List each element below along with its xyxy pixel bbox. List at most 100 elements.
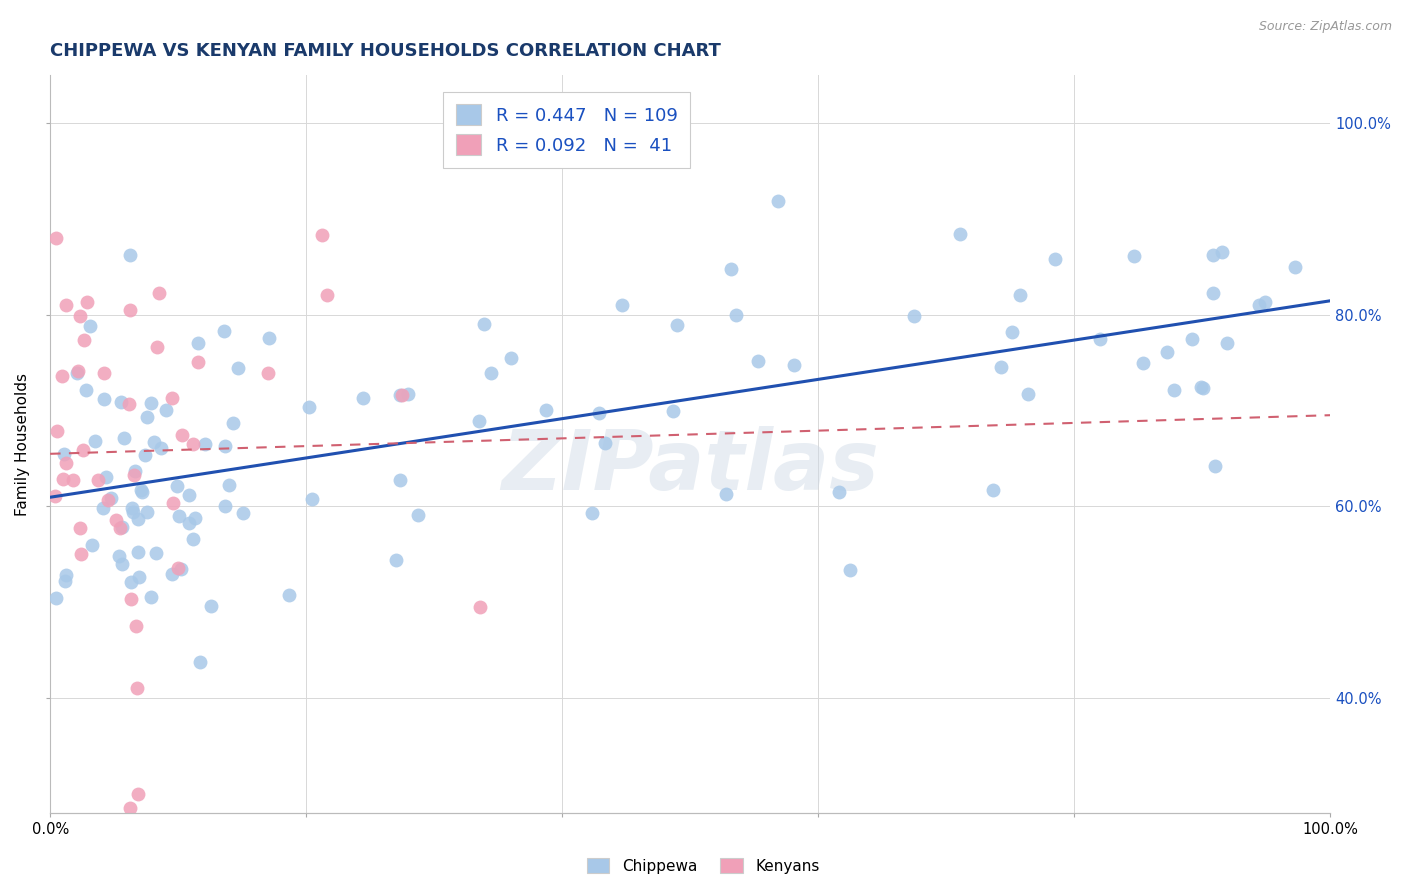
Point bbox=[278, 589, 301, 603]
Point bbox=[316, 287, 339, 301]
Point bbox=[181, 436, 204, 450]
Legend: R = 0.447   N = 109, R = 0.092   N =  41: R = 0.447 N = 109, R = 0.092 N = 41 bbox=[443, 92, 690, 168]
Point bbox=[1216, 336, 1239, 351]
Point bbox=[172, 428, 194, 442]
Point bbox=[125, 681, 148, 696]
Point bbox=[73, 334, 96, 348]
Point bbox=[1163, 383, 1185, 397]
Point bbox=[298, 400, 321, 414]
Point bbox=[162, 496, 184, 510]
Point bbox=[311, 228, 333, 243]
Point bbox=[111, 557, 134, 571]
Point bbox=[588, 406, 610, 420]
Point bbox=[76, 295, 98, 310]
Point bbox=[145, 340, 167, 354]
Point bbox=[127, 511, 149, 525]
Point bbox=[141, 590, 163, 604]
Point bbox=[1088, 332, 1111, 346]
Point bbox=[1043, 252, 1066, 266]
Point bbox=[720, 262, 742, 277]
Point bbox=[66, 366, 89, 380]
Point bbox=[108, 521, 131, 535]
Point bbox=[177, 488, 200, 502]
Point bbox=[595, 436, 617, 450]
Point bbox=[136, 410, 159, 425]
Point bbox=[93, 366, 115, 380]
Point bbox=[214, 439, 236, 453]
Point bbox=[93, 392, 115, 406]
Point bbox=[406, 508, 429, 522]
Point bbox=[51, 369, 73, 384]
Point bbox=[1211, 244, 1233, 259]
Point bbox=[188, 655, 211, 669]
Point bbox=[148, 285, 170, 300]
Point bbox=[127, 787, 149, 801]
Point bbox=[499, 351, 522, 366]
Point bbox=[221, 417, 243, 431]
Point bbox=[44, 489, 66, 503]
Point bbox=[396, 386, 419, 401]
Point bbox=[82, 538, 104, 552]
Y-axis label: Family Households: Family Households bbox=[15, 373, 30, 516]
Point bbox=[472, 317, 495, 331]
Point bbox=[581, 506, 603, 520]
Point bbox=[1284, 260, 1306, 275]
Point bbox=[1189, 379, 1212, 393]
Point bbox=[1202, 248, 1225, 262]
Point bbox=[1017, 386, 1039, 401]
Point bbox=[903, 309, 925, 323]
Point bbox=[232, 506, 254, 520]
Point bbox=[214, 499, 236, 513]
Point bbox=[1008, 287, 1031, 301]
Text: ZIPatlas: ZIPatlas bbox=[502, 425, 879, 507]
Point bbox=[162, 566, 184, 581]
Point bbox=[468, 414, 491, 428]
Point bbox=[91, 501, 114, 516]
Point bbox=[990, 360, 1012, 375]
Point bbox=[468, 600, 491, 615]
Point bbox=[747, 353, 769, 368]
Legend: Chippewa, Kenyans: Chippewa, Kenyans bbox=[581, 852, 825, 880]
Point bbox=[149, 441, 172, 455]
Point bbox=[72, 442, 94, 457]
Point bbox=[141, 396, 163, 410]
Point bbox=[127, 544, 149, 558]
Point bbox=[121, 501, 143, 516]
Point bbox=[122, 468, 145, 483]
Point bbox=[45, 231, 67, 245]
Point bbox=[118, 303, 141, 318]
Point bbox=[70, 547, 93, 561]
Point bbox=[118, 397, 141, 411]
Point bbox=[183, 510, 205, 524]
Point bbox=[170, 561, 193, 575]
Point bbox=[97, 493, 120, 508]
Point bbox=[226, 360, 249, 375]
Point bbox=[1181, 332, 1204, 346]
Point bbox=[107, 549, 129, 563]
Point bbox=[259, 331, 281, 345]
Point bbox=[1202, 285, 1225, 300]
Point bbox=[124, 464, 146, 478]
Point bbox=[714, 487, 737, 501]
Point bbox=[783, 358, 806, 372]
Point bbox=[120, 801, 142, 815]
Point bbox=[828, 484, 851, 499]
Point bbox=[55, 568, 77, 582]
Point bbox=[55, 297, 77, 311]
Point bbox=[120, 574, 142, 589]
Point bbox=[53, 447, 76, 461]
Point bbox=[214, 324, 236, 338]
Point bbox=[352, 391, 374, 405]
Point bbox=[665, 318, 688, 333]
Point bbox=[134, 448, 156, 462]
Point bbox=[389, 387, 412, 401]
Point bbox=[87, 473, 110, 487]
Point bbox=[45, 591, 67, 605]
Point bbox=[111, 520, 134, 534]
Point bbox=[200, 599, 222, 614]
Point bbox=[52, 472, 75, 486]
Text: CHIPPEWA VS KENYAN FAMILY HOUSEHOLDS CORRELATION CHART: CHIPPEWA VS KENYAN FAMILY HOUSEHOLDS COR… bbox=[51, 42, 721, 60]
Point bbox=[100, 491, 122, 505]
Point bbox=[155, 403, 177, 417]
Point bbox=[128, 570, 150, 584]
